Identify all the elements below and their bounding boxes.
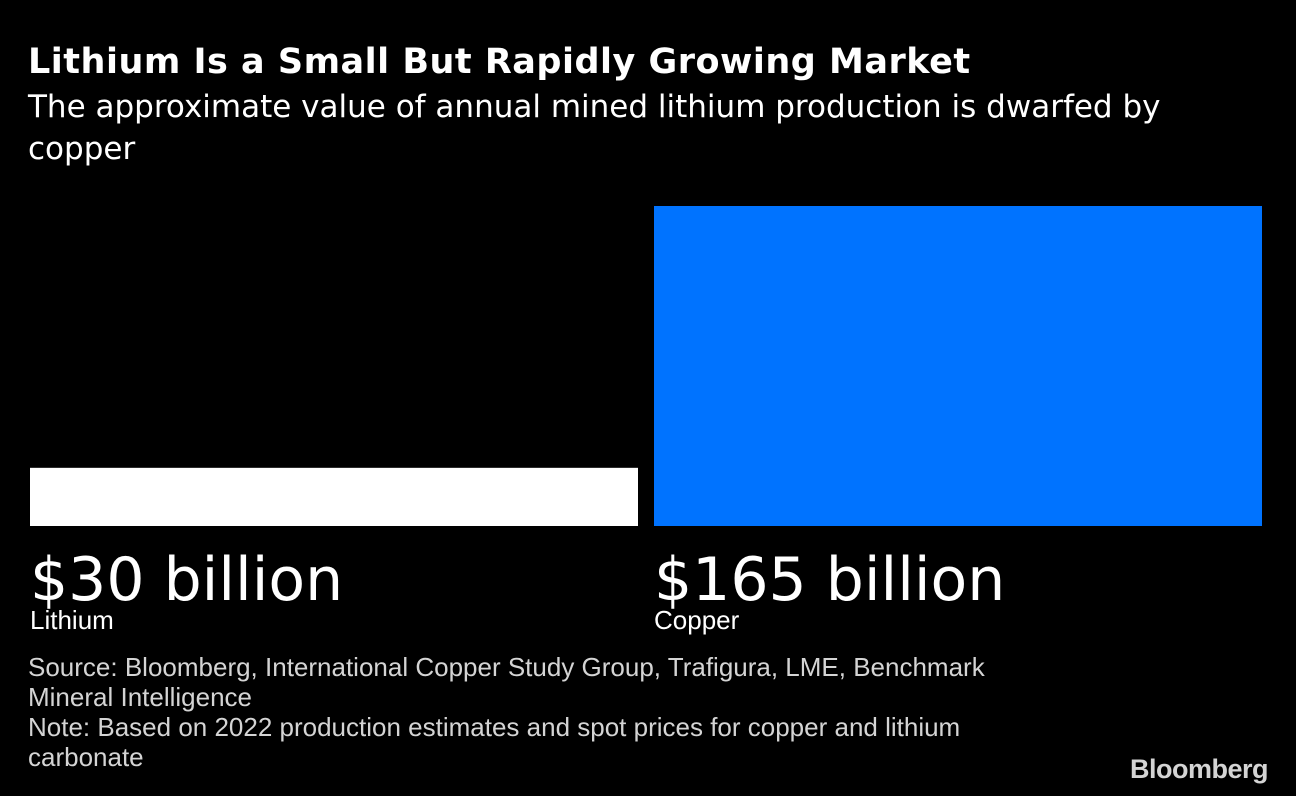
footnote: Note: Based on 2022 production estimates… (28, 712, 961, 772)
bloomberg-logo: Bloomberg (1129, 754, 1269, 784)
category-label-copper: Copper (654, 605, 740, 635)
chart-title: Lithium Is a Small But Rapidly Growing M… (28, 42, 971, 82)
source-note: Source: Bloomberg, International Copper … (28, 652, 985, 712)
value-label-lithium: $30 billion (30, 545, 343, 615)
value-label-copper: $165 billion (654, 545, 1005, 615)
category-label-lithium: Lithium (30, 605, 114, 635)
bar-copper (654, 206, 1262, 526)
chart-subtitle: The approximate value of annual mined li… (28, 89, 1161, 167)
bar-lithium (30, 467, 638, 526)
